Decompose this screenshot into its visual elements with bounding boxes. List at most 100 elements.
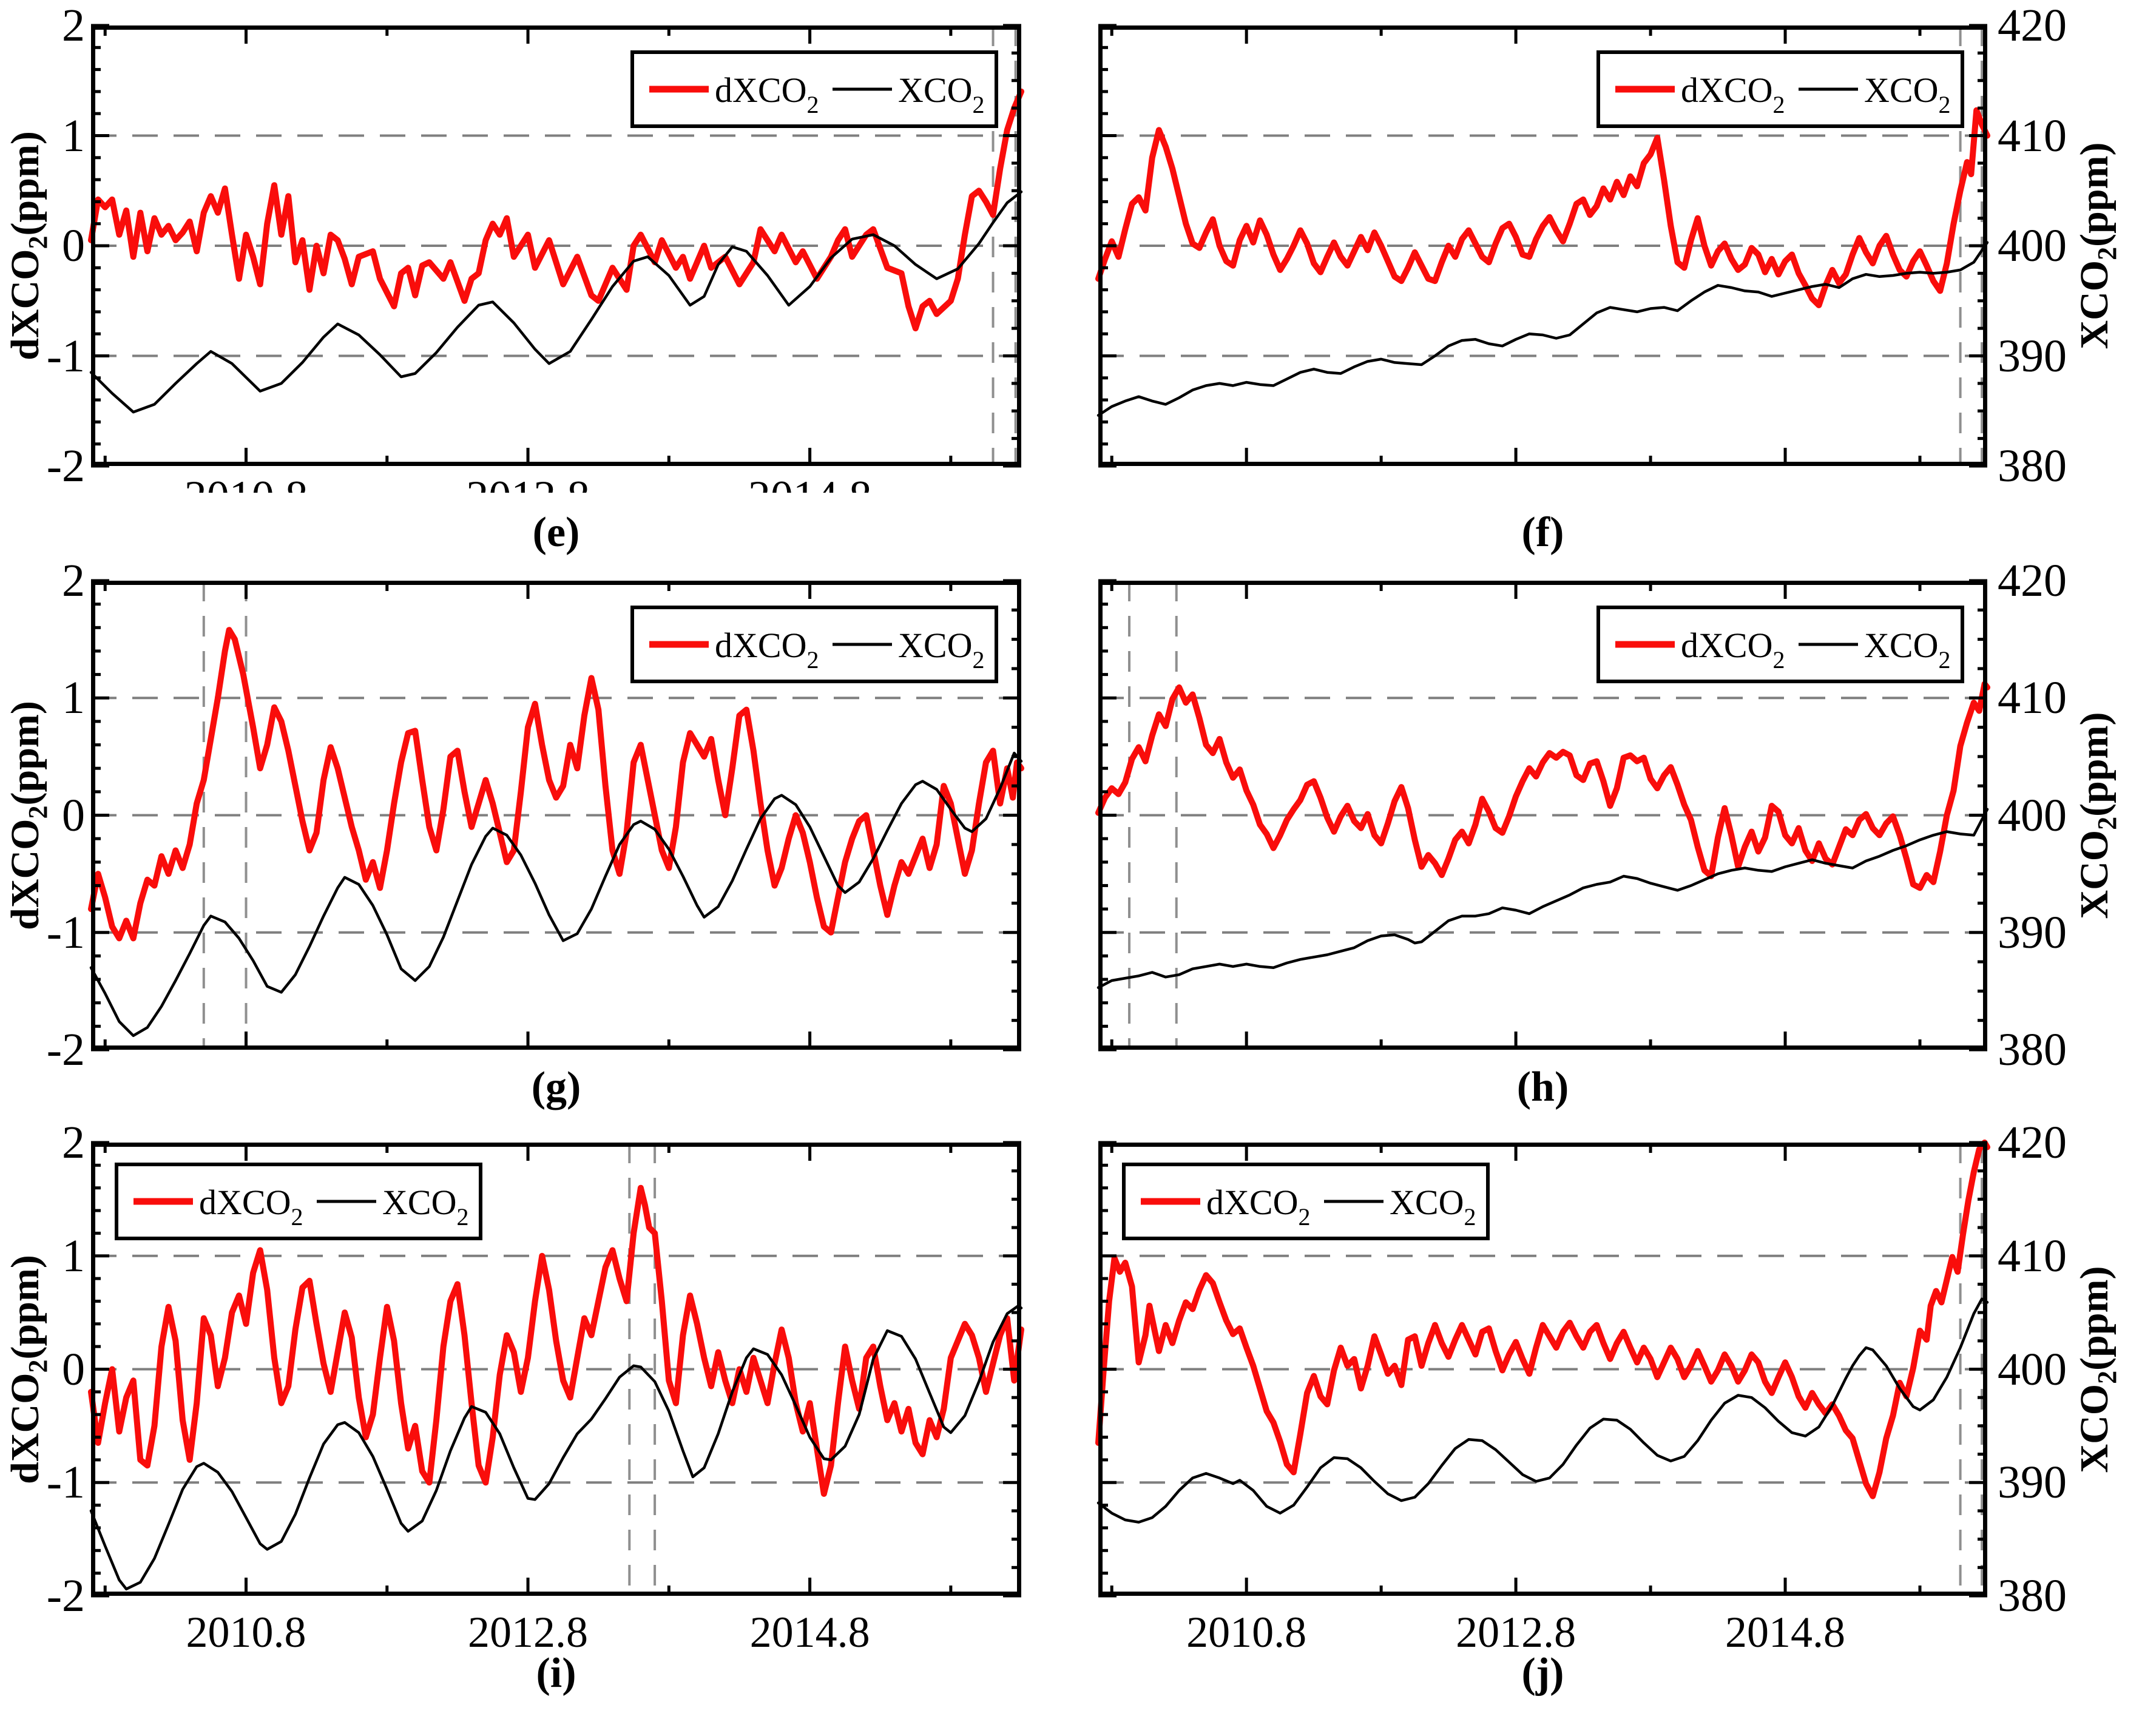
axis-title-text: (ppm) — [2072, 711, 2117, 817]
legend-label-xco2: XCO2 — [1390, 1183, 1476, 1231]
caption-i: (i) — [536, 1650, 576, 1697]
axis-title-xco2-j: XCO2(ppm) — [2072, 1265, 2122, 1473]
xtick-i-2010.8: 2010.8 — [186, 1608, 306, 1657]
ytick-left-g-2: 2 — [62, 555, 85, 606]
axis-title-dxco2-g: dXCO2(ppm) — [2, 700, 53, 930]
ytick-right-j-420: 420 — [1998, 1117, 2067, 1168]
ytick-left-e-2: 2 — [62, 0, 85, 51]
xtick-i-2012.8: 2012.8 — [468, 1608, 589, 1657]
legend-label-dxco2: dXCO2 — [199, 1183, 303, 1231]
panel-f-plot: dXCO2 XCO2 — [1095, 24, 1990, 468]
series-xco2-line — [1096, 808, 1989, 989]
legend-label-dxco2: dXCO2 — [1681, 70, 1785, 118]
caption-e: (e) — [532, 509, 580, 556]
legend-label-dxco2: dXCO2 — [1206, 1183, 1310, 1231]
ytick-left-e--2: -2 — [46, 441, 85, 491]
ytick-right-f-410: 410 — [1998, 110, 2067, 161]
xtick-j-2014.8: 2014.8 — [1725, 1608, 1846, 1657]
caption-j: (j) — [1521, 1650, 1564, 1697]
series-dxco2-line — [88, 627, 1024, 942]
axis-title-text: (ppm) — [3, 1254, 47, 1359]
panel-i-plot: dXCO2 XCO2 — [88, 1141, 1024, 1598]
axis-title-text: 2 — [2092, 1370, 2123, 1384]
axis-title-text: XCO — [2072, 1383, 2117, 1473]
axis-title-text: (ppm) — [2072, 1265, 2117, 1371]
ytick-right-f-420: 420 — [1998, 0, 2067, 51]
xtick-clipped-e-2014.8: 2014.8 — [748, 475, 872, 493]
ytick-right-f-390: 390 — [1998, 330, 2067, 382]
axis-title-text: XCO — [2072, 829, 2117, 919]
axis-title-text: (ppm) — [3, 131, 47, 236]
caption-h: (h) — [1516, 1064, 1569, 1110]
legend-j: dXCO2 XCO2 — [1122, 1163, 1490, 1240]
ytick-left-g-1: 1 — [62, 672, 85, 724]
ytick-right-h-390: 390 — [1998, 907, 2067, 958]
legend-label-dxco2: dXCO2 — [715, 626, 819, 674]
xtick-clipped-e-2012.8: 2012.8 — [466, 475, 590, 493]
series-xco2-line — [89, 751, 1023, 1038]
series-xco2-line — [89, 1304, 1023, 1591]
ytick-right-h-400: 400 — [1998, 789, 2067, 841]
legend-box — [1596, 50, 1964, 128]
ytick-left-e-1: 1 — [62, 110, 85, 161]
axis-title-text: (ppm) — [3, 700, 47, 805]
ytick-right-j-400: 400 — [1998, 1343, 2067, 1395]
ytick-left-i-0: 0 — [62, 1343, 85, 1395]
legend-label-dxco2: dXCO2 — [715, 70, 819, 118]
legend-label-dxco2: dXCO2 — [1681, 626, 1785, 674]
axis-title-text: (ppm) — [2072, 142, 2117, 247]
series-dxco2-line — [1095, 681, 1990, 891]
axis-title-text: dXCO — [3, 818, 47, 930]
ytick-right-f-380: 380 — [1998, 441, 2067, 491]
ytick-left-i--1: -1 — [46, 1457, 85, 1508]
ytick-right-j-380: 380 — [1998, 1570, 2067, 1621]
panel-e-plot: dXCO2 XCO2 — [88, 24, 1024, 468]
ytick-right-h-380: 380 — [1998, 1024, 2067, 1075]
ytick-right-j-410: 410 — [1998, 1230, 2067, 1282]
legend-e: dXCO2 XCO2 — [630, 50, 998, 128]
axis-title-dxco2-i: dXCO2(ppm) — [2, 1254, 53, 1484]
xtick-clipped-e-2010.8: 2010.8 — [184, 475, 308, 493]
legend-label-xco2: XCO2 — [382, 1183, 468, 1231]
axis-title-xco2-f: XCO2(ppm) — [2072, 142, 2122, 350]
axis-title-text: 2 — [23, 235, 53, 249]
ytick-left-g-0: 0 — [62, 789, 85, 841]
axis-title-xco2-h: XCO2(ppm) — [2072, 711, 2122, 919]
ytick-left-g--2: -2 — [46, 1024, 85, 1075]
series-xco2-line — [1096, 241, 1989, 417]
legend-label-xco2: XCO2 — [1864, 70, 1950, 118]
axis-title-text: 2 — [2092, 246, 2123, 260]
ytick-left-i-2: 2 — [62, 1117, 85, 1168]
axis-title-text: dXCO — [3, 249, 47, 360]
series-dxco2-line — [1095, 107, 1990, 308]
axis-title-text: XCO — [2072, 260, 2117, 350]
panel-g-plot: dXCO2 XCO2 — [88, 579, 1024, 1052]
ytick-left-e-0: 0 — [62, 220, 85, 271]
caption-g: (g) — [531, 1064, 581, 1110]
xtick-j-2012.8: 2012.8 — [1456, 1608, 1576, 1657]
axis-title-dxco2-e: dXCO2(ppm) — [2, 131, 53, 360]
series-xco2-line — [89, 190, 1023, 414]
legend-label-xco2: XCO2 — [1864, 626, 1950, 674]
ytick-left-e--1: -1 — [46, 330, 85, 382]
ytick-right-h-410: 410 — [1998, 672, 2067, 724]
legend-f: dXCO2 XCO2 — [1596, 50, 1964, 128]
caption-f: (f) — [1521, 509, 1564, 556]
legend-i: dXCO2 XCO2 — [115, 1163, 482, 1240]
panel-j-plot: dXCO2 XCO2 — [1095, 1140, 1990, 1598]
series-xco2-line — [1096, 1297, 1989, 1524]
ytick-left-i--2: -2 — [46, 1570, 85, 1621]
xtick-i-2014.8: 2014.8 — [749, 1608, 870, 1657]
panel-h-plot: dXCO2 XCO2 — [1095, 579, 1990, 1052]
ytick-left-i-1: 1 — [62, 1230, 85, 1282]
ytick-right-h-420: 420 — [1998, 555, 2067, 606]
series-dxco2-line — [1095, 1140, 1990, 1499]
xtick-j-2010.8: 2010.8 — [1186, 1608, 1307, 1657]
axis-title-text: 2 — [23, 805, 53, 819]
axis-title-text: 2 — [23, 1359, 53, 1373]
xtick-strip-e: 2010.8 2012.8 2014.8 — [91, 475, 1021, 493]
axis-title-text: dXCO — [3, 1372, 47, 1484]
axis-title-text: 2 — [2092, 816, 2123, 830]
legend-label-xco2: XCO2 — [898, 70, 984, 118]
